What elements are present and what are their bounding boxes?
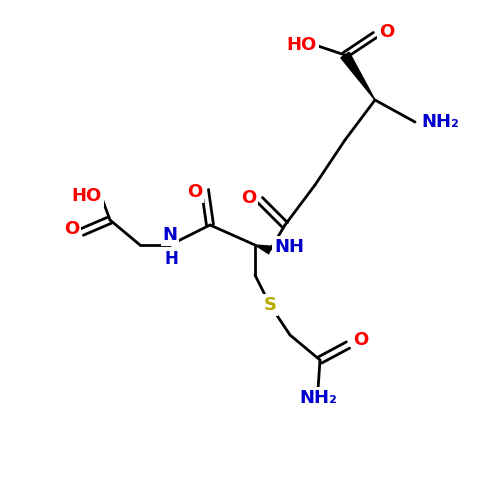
Polygon shape <box>255 245 272 254</box>
Text: H: H <box>164 250 178 268</box>
Text: NH: NH <box>274 238 304 256</box>
Text: O: O <box>241 189 256 207</box>
Text: NH₂: NH₂ <box>299 389 337 407</box>
Text: O: O <box>379 23 394 41</box>
Text: S: S <box>264 296 276 314</box>
Text: HO: HO <box>72 187 102 205</box>
Text: O: O <box>64 220 79 238</box>
Text: O: O <box>187 183 202 201</box>
Text: O: O <box>353 331 368 349</box>
Text: HO: HO <box>287 36 317 54</box>
Text: N: N <box>162 226 178 244</box>
Text: NH₂: NH₂ <box>421 113 459 131</box>
Polygon shape <box>341 52 375 100</box>
